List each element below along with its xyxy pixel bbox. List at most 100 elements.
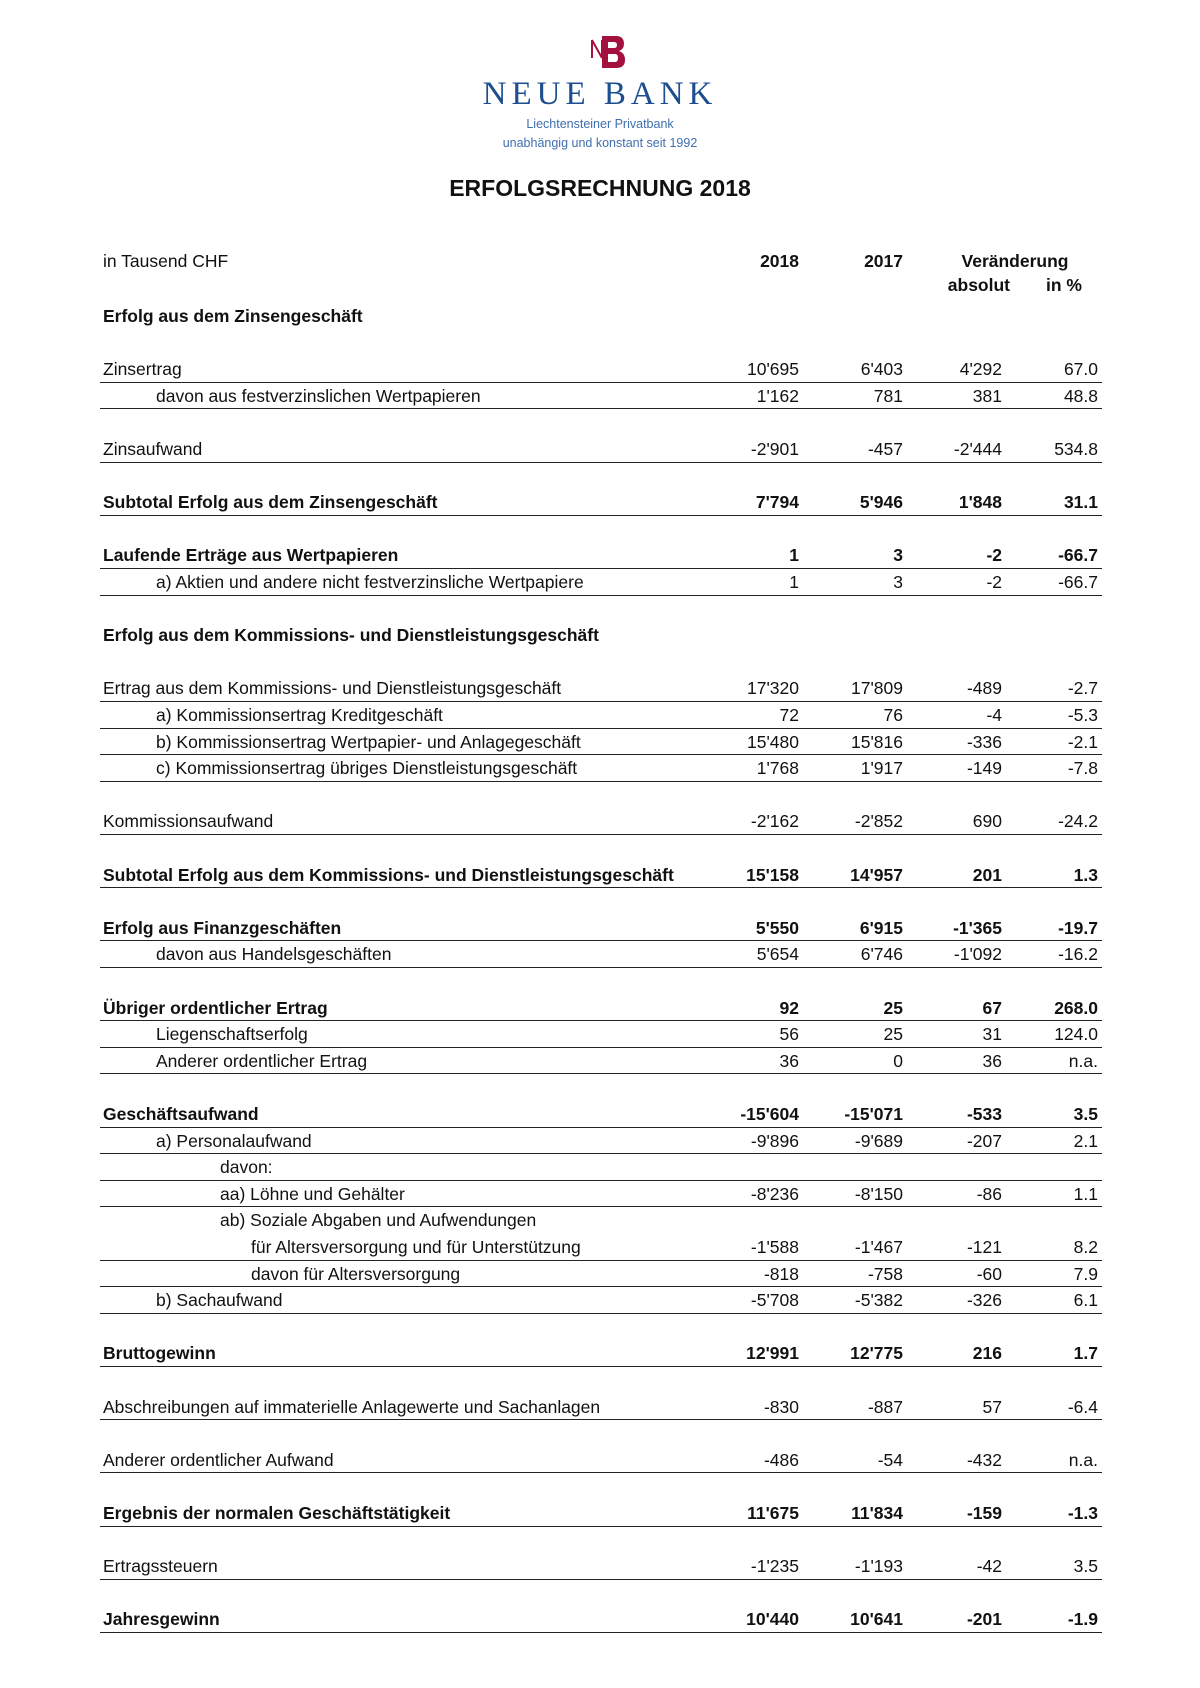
change-percent: -2.1 — [1067, 731, 1098, 752]
row-label: ab) Soziale Abgaben und Aufwendungen — [220, 1210, 537, 1231]
value-2017: 3 — [893, 572, 903, 592]
row-label: Geschäftsaufwand — [103, 1104, 259, 1124]
change-absolute: 201 — [972, 864, 1002, 885]
table-row: ab) Soziale Abgaben und Aufwendungen — [100, 1206, 1102, 1233]
value-2018: 10'695 — [746, 359, 799, 380]
row-label: Kommissionsaufwand — [103, 811, 274, 832]
value-2018: 15'480 — [746, 731, 799, 752]
table-row: Zinsertrag 10'695 6'403 4'292 67.0 — [100, 355, 1102, 383]
value-2017: -1'193 — [854, 1556, 903, 1577]
change-absolute: -1'092 — [953, 944, 1002, 965]
value-2017: -15'071 — [844, 1104, 903, 1124]
table-row: Übriger ordentlicher Ertrag 92 25 67 268.0 — [100, 994, 1102, 1022]
change-percent: 1.1 — [1073, 1183, 1098, 1204]
change-absolute: -201 — [966, 1609, 1002, 1630]
table-row: davon aus Handelsgeschäften 5'654 6'746 -1'… — [100, 940, 1102, 968]
change-percent: n.a. — [1068, 1050, 1098, 1071]
value-2017: 25 — [883, 1024, 903, 1045]
change-percent: 31.1 — [1063, 492, 1098, 513]
change-percent: -66.7 — [1058, 572, 1098, 592]
change-percent: -5.3 — [1067, 705, 1098, 725]
change-absolute: -533 — [966, 1104, 1002, 1124]
change-absolute: 690 — [972, 811, 1002, 832]
row-label: Ergebnis der normalen Geschäftstätigkeit — [103, 1503, 451, 1523]
value-2017: 17'809 — [850, 678, 903, 699]
row-label: Anderer ordentlicher Aufwand — [103, 1449, 334, 1470]
change-absolute: -2 — [986, 572, 1002, 592]
row-label: Zinsertrag — [103, 359, 182, 380]
value-2018: -2'162 — [750, 811, 799, 832]
row-label: b) Sachaufwand — [156, 1290, 283, 1311]
table-row: a) Aktien und andere nicht festverzinsli… — [100, 568, 1102, 596]
row-label: Erfolg aus Finanzgeschäften — [103, 917, 342, 938]
value-2017: 14'957 — [850, 864, 903, 885]
col-header-change: Veränderung — [961, 251, 1069, 271]
value-2017: 5'946 — [859, 492, 903, 513]
change-absolute: 31 — [982, 1024, 1002, 1045]
change-absolute: -489 — [966, 678, 1002, 699]
change-absolute: -2 — [986, 545, 1002, 566]
value-2017: -1'467 — [854, 1237, 903, 1257]
table-row: Laufende Erträge aus Wertpapieren 1 3 -2 -66… — [100, 541, 1102, 569]
row-label: davon aus festverzinslichen Wertpapieren — [156, 385, 481, 406]
change-percent: 67.0 — [1063, 359, 1098, 380]
table-row: für Altersversorgung und für Unterstützu… — [100, 1233, 1102, 1261]
change-percent: 3.5 — [1073, 1556, 1098, 1577]
value-2017: 76 — [883, 705, 903, 725]
table-row: davon für Altersversorgung -818 -758 -60 7.9 — [100, 1260, 1102, 1288]
change-absolute: -60 — [976, 1263, 1002, 1284]
col-header-percent: in % — [1046, 275, 1082, 295]
unit-label: in Tausend CHF — [103, 251, 229, 271]
table-row: a) Kommissionsertrag Kreditgeschäft 72 76 -… — [100, 701, 1102, 729]
value-2018: 17'320 — [746, 678, 799, 699]
value-2018: 1 — [789, 572, 799, 592]
value-2017: 15'816 — [850, 731, 903, 752]
row-label: Subtotal Erfolg aus dem Kommissions- und… — [103, 864, 674, 885]
change-absolute: 216 — [972, 1343, 1002, 1364]
value-2018: 7'794 — [755, 492, 799, 513]
value-2018: 1'162 — [756, 385, 799, 406]
col-header-2018: 2018 — [760, 251, 799, 271]
row-label: a) Kommissionsertrag Kreditgeschäft — [156, 705, 443, 725]
value-2018: 11'675 — [747, 1503, 799, 1523]
value-2017: -5'382 — [854, 1290, 903, 1311]
table-row: Subtotal Erfolg aus dem Zinsengeschäft 7'… — [100, 488, 1102, 516]
row-label: Erfolg aus dem Kommissions- und Dienstle… — [103, 625, 599, 646]
table-row: davon: — [100, 1153, 1102, 1181]
change-percent: -24.2 — [1058, 811, 1098, 832]
bank-logo-mark — [591, 36, 625, 68]
row-label: davon aus Handelsgeschäften — [156, 944, 392, 965]
change-percent: 1.7 — [1073, 1343, 1098, 1364]
row-label: Laufende Erträge aus Wertpapieren — [103, 545, 399, 566]
value-2017: 6'403 — [860, 359, 903, 380]
table-row: Erfolg aus dem Zinsengeschäft — [100, 302, 1102, 329]
row-label: c) Kommissionsertrag übriges Dienstleist… — [156, 758, 578, 779]
row-label: Anderer ordentlicher Ertrag — [156, 1050, 368, 1071]
row-label: Jahresgewinn — [103, 1609, 220, 1630]
value-2017: -887 — [867, 1396, 903, 1417]
value-2017: 6'746 — [860, 944, 903, 965]
table-row: Subtotal Erfolg aus dem Kommissions- und… — [100, 861, 1102, 889]
change-absolute: -2'444 — [953, 439, 1002, 459]
change-absolute: -42 — [976, 1556, 1002, 1577]
change-absolute: -207 — [966, 1130, 1002, 1151]
change-percent: 48.8 — [1063, 385, 1098, 406]
brand-slogan: unabhängig und konstant seit 1992 — [502, 136, 698, 150]
value-2017: 12'775 — [850, 1343, 903, 1364]
table-row: Ergebnis der normalen Geschäftstätigkeit… — [100, 1499, 1102, 1527]
col-header-absolute: absolut — [947, 275, 1010, 295]
value-2017: -9'689 — [854, 1130, 903, 1151]
row-label: Übriger ordentlicher Ertrag — [103, 997, 328, 1018]
table-row: Erfolg aus dem Kommissions- und Dienstle… — [100, 621, 1102, 648]
value-2018: 5'654 — [756, 944, 799, 965]
table-row: c) Kommissionsertrag übriges Dienstleist… — [100, 754, 1102, 782]
value-2018: 15'158 — [746, 864, 799, 885]
change-percent: -19.7 — [1058, 917, 1098, 938]
row-label: davon für Altersversorgung — [251, 1263, 461, 1284]
value-2018: -830 — [763, 1396, 799, 1417]
table-row: Ertrag aus dem Kommissions- und Dienstle… — [100, 674, 1102, 702]
change-percent: 8.2 — [1073, 1237, 1098, 1257]
value-2018: -486 — [763, 1449, 799, 1470]
value-2017: -54 — [877, 1449, 903, 1470]
value-2017: -2'852 — [854, 811, 903, 832]
